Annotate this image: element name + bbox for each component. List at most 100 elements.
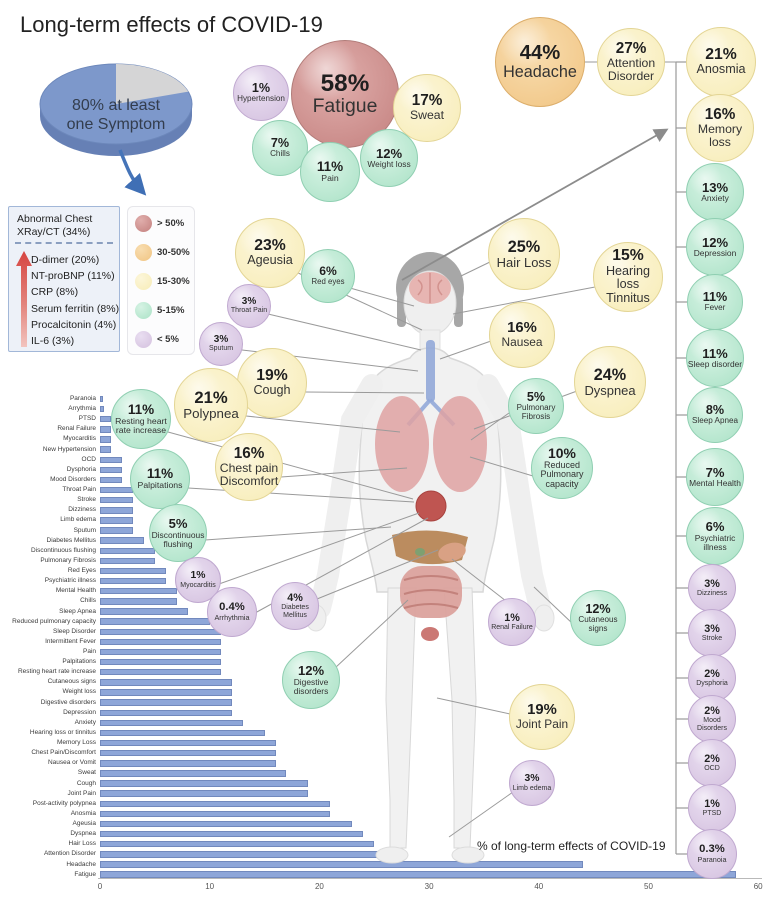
bubble-pct: 7% bbox=[705, 464, 725, 480]
bubble-label: Dysphoria bbox=[696, 679, 728, 687]
connector-line bbox=[469, 456, 534, 477]
bubble-pct: 7% bbox=[270, 136, 290, 150]
bubble-palpitations: 11% Palpitations bbox=[130, 449, 190, 509]
bubble-pct: 3% bbox=[241, 295, 257, 307]
bubble-label: Limb edema bbox=[512, 784, 552, 792]
bar bbox=[100, 395, 104, 403]
bubble-label: Mental Health bbox=[689, 478, 741, 489]
bubble-label: Attention Disorder bbox=[606, 55, 656, 84]
bar bbox=[100, 861, 583, 868]
bar-label: OCD bbox=[81, 455, 96, 463]
bubble-label: Dyspnea bbox=[584, 382, 636, 398]
bubble-sleep-apnea: 8% Sleep Apnea bbox=[687, 387, 743, 443]
bubble-stroke: 3% Stroke bbox=[688, 609, 736, 657]
trachea bbox=[426, 340, 435, 402]
bar-label: Reduced pulmonary capacity bbox=[12, 617, 96, 625]
bar-label: Arrythmia bbox=[68, 405, 96, 413]
connector-line bbox=[533, 586, 574, 625]
bubble-pain: 11% Pain bbox=[300, 142, 360, 202]
bubble-pulmonary-fibrosis: 5% Pulmonary Fibrosis bbox=[508, 378, 564, 434]
rising-marker-arrow-icon bbox=[16, 251, 32, 347]
bubble-sputum: 3% Sputum bbox=[199, 322, 243, 366]
bubble-label: Resting heart rate increase bbox=[115, 415, 167, 436]
bar bbox=[100, 476, 122, 484]
lab-marker-item: CRP (8%) bbox=[31, 286, 79, 299]
bar-label: Mood Disorders bbox=[50, 475, 96, 483]
torso bbox=[358, 347, 502, 593]
x-tick: 0 bbox=[97, 882, 103, 891]
bar-label: Mental Health bbox=[55, 587, 96, 595]
lab-markers-panel: Abnormal Chest XRay/CT (34%) D-dimer (20… bbox=[8, 206, 120, 352]
bar bbox=[100, 598, 177, 605]
bar-label: Joint Pain bbox=[67, 789, 96, 797]
brain bbox=[409, 272, 451, 304]
bar-label: Dyspnea bbox=[70, 830, 96, 838]
bubble-reduced-pulmonary-capacity: 10% Reduced Pulmonary capacity bbox=[531, 437, 593, 499]
right-hand bbox=[533, 604, 555, 632]
bubble-polypnea: 21% Polypnea bbox=[174, 368, 248, 442]
bubble-hypertension: 1% Hypertension bbox=[233, 65, 289, 121]
severity-legend-row: 5-15% bbox=[135, 302, 194, 319]
bubble-resting-heart-rate-increase: 11% Resting heart rate increase bbox=[111, 389, 171, 449]
lab-marker-item: Serum ferritin (8%) bbox=[31, 302, 120, 315]
bar-label: Paranoia bbox=[69, 395, 96, 402]
bar-label: Diabetes Mellitus bbox=[46, 536, 97, 544]
bar-label: Ageusia bbox=[72, 820, 97, 828]
bar bbox=[100, 567, 166, 575]
pie-label-line2: one Symptom bbox=[66, 116, 166, 133]
bar-label: Anxiety bbox=[74, 718, 96, 726]
bubble-pct: 11% bbox=[127, 401, 155, 417]
severity-legend-row: 30-50% bbox=[135, 244, 194, 261]
heart bbox=[415, 490, 447, 522]
x-tick: 50 bbox=[644, 882, 653, 891]
severity-legend: > 50% 30-50% 15-30% 5-15% < 5% bbox=[127, 206, 195, 355]
bar bbox=[100, 588, 177, 595]
bar-label: Discontinuous flushing bbox=[30, 546, 96, 554]
bubble-pct: 16% bbox=[507, 319, 537, 336]
bubble-pct: 12% bbox=[297, 663, 325, 679]
bubble-pct: 5% bbox=[526, 389, 546, 404]
x-tick: 30 bbox=[424, 882, 434, 891]
bar-label: Hair Loss bbox=[68, 840, 96, 848]
bubble-sleep-disorder: 11% Sleep disorder bbox=[686, 329, 744, 387]
pie-chart bbox=[28, 55, 228, 205]
bar bbox=[100, 618, 210, 625]
x-tick: 20 bbox=[314, 882, 324, 891]
bubble-attention-disorder: 27% Attention Disorder bbox=[597, 28, 665, 96]
bar bbox=[100, 770, 287, 777]
bar bbox=[100, 638, 221, 646]
bubble-pct: 0.3% bbox=[699, 843, 725, 856]
bar-label: Psychiatric illness bbox=[44, 577, 96, 585]
connector-line bbox=[460, 260, 493, 277]
bubble-label: Polypnea bbox=[183, 405, 239, 421]
bar-label: Cough bbox=[76, 779, 96, 787]
bubble-pct: 25% bbox=[507, 237, 541, 256]
bubble-dyspnea: 24% Dyspnea bbox=[574, 346, 646, 418]
bubble-label: Sleep Apnea bbox=[692, 416, 738, 426]
bubble-label: Joint Pain bbox=[515, 717, 569, 732]
connector-line bbox=[204, 526, 392, 541]
bar-label: Pulmonary Fibrosis bbox=[40, 556, 96, 564]
bubble-pct: 3% bbox=[524, 772, 540, 784]
bar bbox=[100, 436, 111, 443]
bubble-pct: 19% bbox=[527, 701, 557, 718]
bubble-label: Sweat bbox=[410, 108, 445, 123]
bubble-pct: 5% bbox=[168, 516, 188, 532]
bubble-pct: 3% bbox=[213, 333, 229, 345]
bar-label: Red Eyes bbox=[67, 567, 96, 575]
bubble-label: Nausea bbox=[501, 335, 543, 350]
severity-color-dot bbox=[135, 302, 152, 319]
x-tick: 60 bbox=[753, 882, 763, 891]
bar-label: Hearing loss or tinnitus bbox=[29, 728, 96, 736]
bubble-label: Psychiatric illness bbox=[694, 532, 736, 552]
bar-label: Dizziness bbox=[68, 506, 96, 514]
bubble-label: Pain bbox=[321, 173, 339, 184]
bubble-pct: 10% bbox=[548, 445, 576, 462]
liver bbox=[392, 530, 468, 565]
bar-label: Attention Disorder bbox=[43, 850, 96, 858]
bar-label: Digestive disorders bbox=[40, 698, 96, 706]
connector-line bbox=[448, 791, 514, 838]
bar bbox=[100, 497, 133, 504]
bubble-label: Cough bbox=[253, 383, 291, 398]
